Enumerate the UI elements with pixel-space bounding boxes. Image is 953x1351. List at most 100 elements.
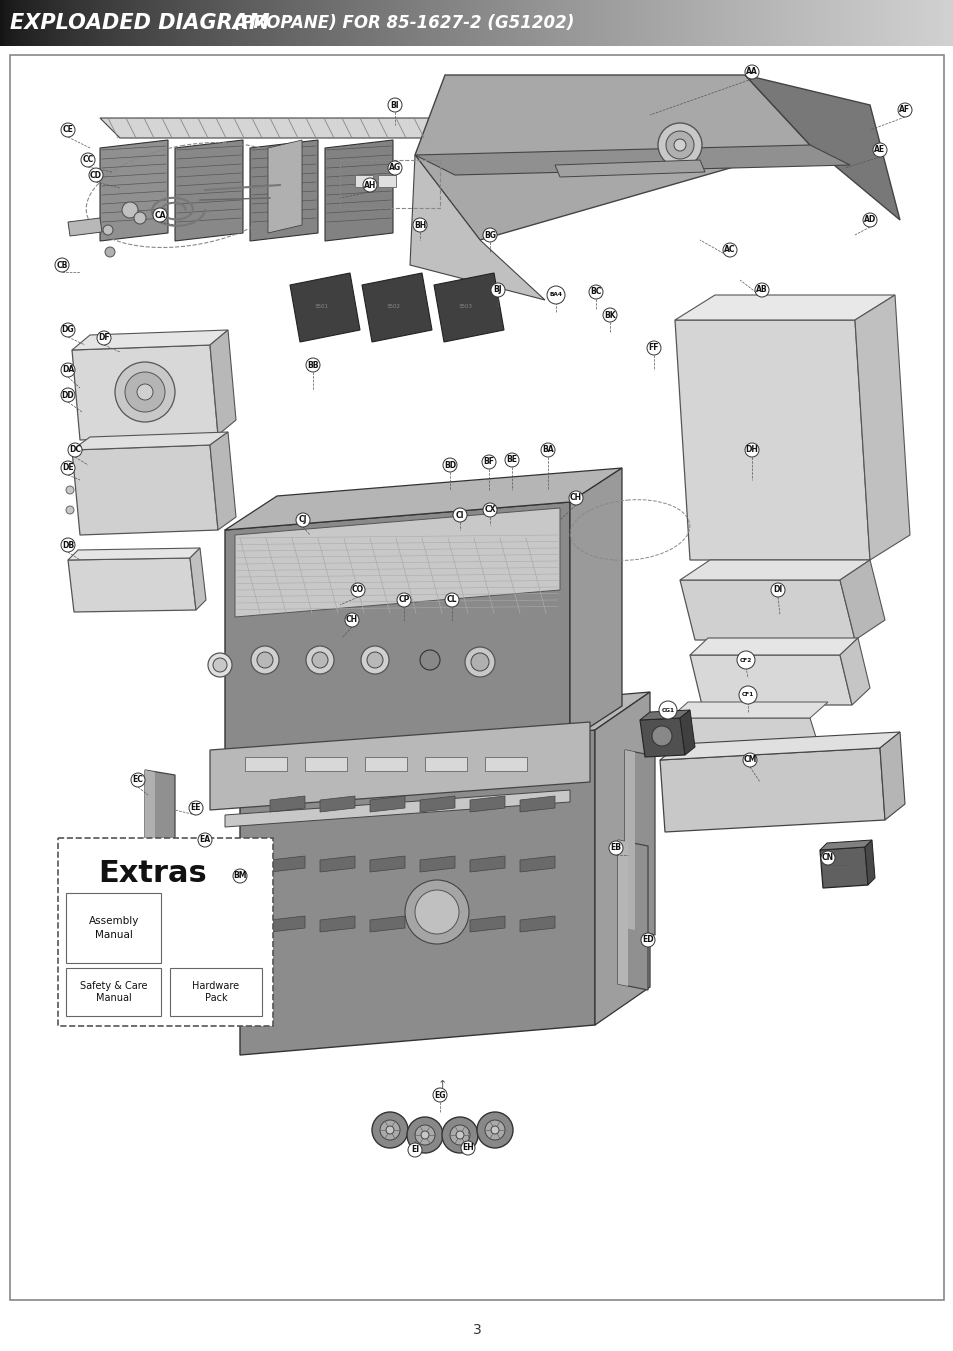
- Bar: [22, 0, 26, 46]
- Bar: [76, 0, 80, 46]
- Bar: [26, 0, 30, 46]
- Bar: [219, 0, 223, 46]
- Bar: [391, 0, 395, 46]
- Bar: [279, 0, 283, 46]
- Bar: [460, 0, 464, 46]
- Bar: [448, 0, 452, 46]
- Bar: [188, 0, 192, 46]
- Text: EC: EC: [132, 775, 143, 785]
- Circle shape: [189, 801, 203, 815]
- Polygon shape: [240, 692, 649, 761]
- Polygon shape: [659, 748, 884, 832]
- Bar: [912, 0, 916, 46]
- Bar: [245, 0, 249, 46]
- Polygon shape: [145, 770, 154, 969]
- Text: DI: DI: [773, 585, 781, 594]
- Polygon shape: [669, 703, 827, 717]
- Bar: [922, 0, 925, 46]
- Bar: [702, 0, 706, 46]
- Circle shape: [131, 773, 145, 788]
- Bar: [170, 969, 262, 1016]
- Bar: [670, 0, 674, 46]
- Bar: [31, 0, 35, 46]
- Bar: [660, 0, 664, 46]
- Text: CG1: CG1: [660, 708, 674, 712]
- Bar: [562, 0, 566, 46]
- Bar: [855, 0, 859, 46]
- Text: DA: DA: [62, 366, 74, 374]
- Polygon shape: [210, 721, 589, 811]
- Bar: [293, 0, 296, 46]
- Polygon shape: [675, 320, 869, 561]
- Text: BG: BG: [483, 231, 496, 239]
- Bar: [613, 0, 617, 46]
- Bar: [537, 0, 540, 46]
- Circle shape: [133, 212, 146, 224]
- Bar: [181, 0, 185, 46]
- Circle shape: [233, 869, 247, 884]
- Polygon shape: [820, 847, 867, 888]
- Bar: [474, 0, 477, 46]
- Text: AG: AG: [389, 163, 400, 173]
- Polygon shape: [240, 730, 595, 1055]
- Bar: [826, 0, 830, 46]
- Bar: [534, 0, 537, 46]
- Bar: [372, 0, 375, 46]
- Bar: [131, 0, 134, 46]
- Bar: [546, 0, 550, 46]
- Bar: [737, 0, 740, 46]
- Bar: [822, 0, 826, 46]
- Bar: [880, 0, 883, 46]
- Text: DB: DB: [62, 540, 74, 550]
- Bar: [378, 0, 382, 46]
- Bar: [108, 0, 112, 46]
- Text: CC: CC: [82, 155, 93, 165]
- Bar: [677, 0, 680, 46]
- Polygon shape: [319, 916, 355, 932]
- Text: EE: EE: [191, 804, 201, 812]
- Text: CI: CI: [456, 511, 464, 520]
- Polygon shape: [820, 840, 871, 850]
- Bar: [102, 0, 106, 46]
- Bar: [527, 0, 531, 46]
- Bar: [422, 0, 426, 46]
- Bar: [29, 0, 32, 46]
- Bar: [639, 0, 642, 46]
- Circle shape: [482, 503, 497, 517]
- Bar: [388, 0, 392, 46]
- Bar: [174, 0, 178, 46]
- Text: BM: BM: [233, 871, 247, 881]
- Bar: [133, 0, 137, 46]
- Circle shape: [306, 358, 319, 372]
- Bar: [146, 0, 150, 46]
- Polygon shape: [225, 790, 569, 827]
- Text: EH: EH: [461, 1143, 474, 1152]
- Text: FF: FF: [648, 343, 659, 353]
- Bar: [858, 0, 862, 46]
- Text: Extras: Extras: [98, 859, 207, 889]
- Bar: [105, 0, 109, 46]
- Bar: [496, 0, 499, 46]
- Circle shape: [97, 331, 111, 345]
- Bar: [581, 0, 585, 46]
- Polygon shape: [270, 857, 305, 871]
- Bar: [521, 0, 525, 46]
- Bar: [0, 0, 4, 46]
- Polygon shape: [689, 638, 857, 655]
- Bar: [867, 0, 871, 46]
- Bar: [829, 0, 833, 46]
- Circle shape: [659, 701, 677, 719]
- Bar: [524, 0, 528, 46]
- Text: EI: EI: [411, 1146, 418, 1155]
- Polygon shape: [840, 638, 869, 705]
- Text: CX: CX: [484, 505, 496, 515]
- Bar: [346, 0, 350, 46]
- Bar: [899, 0, 902, 46]
- Polygon shape: [319, 796, 355, 812]
- Bar: [289, 0, 293, 46]
- Bar: [832, 0, 836, 46]
- Text: DC: DC: [69, 446, 81, 454]
- Polygon shape: [270, 916, 305, 932]
- Bar: [610, 0, 614, 46]
- Polygon shape: [71, 330, 228, 350]
